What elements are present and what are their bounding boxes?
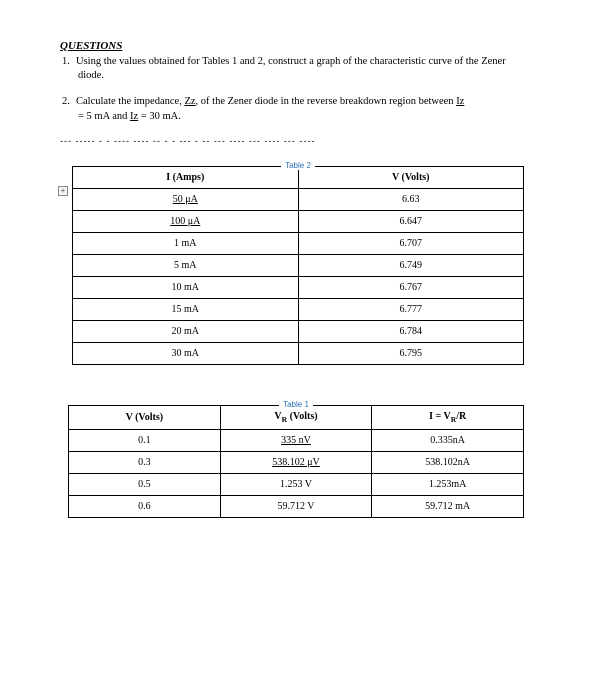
table-2-caption: Table 2	[281, 161, 315, 170]
table-cell: 335 nV	[220, 429, 372, 451]
table-row: 20 mA6.784	[73, 320, 524, 342]
table-cell: 59.712 mA	[372, 495, 524, 517]
table-cell: 6.647	[298, 210, 524, 232]
q2-number: 2.	[62, 95, 76, 109]
table-cell: 6.767	[298, 276, 524, 298]
table-cell: 59.712 V	[220, 495, 372, 517]
table-cell: 0.335nA	[372, 429, 524, 451]
question-2: 2.Calculate the impedance, Zz, of the Ze…	[78, 95, 529, 123]
table-cell: 0.3	[69, 451, 221, 473]
expand-icon[interactable]: +	[58, 186, 68, 196]
table-cell: 6.63	[298, 188, 524, 210]
table-cell: 6.795	[298, 342, 524, 364]
table-cell: 6.707	[298, 232, 524, 254]
table-row: 0.659.712 V59.712 mA	[69, 495, 524, 517]
questions-heading: QUESTIONS	[60, 40, 529, 52]
table-cell: 100 μA	[73, 210, 299, 232]
question-1: 1.Using the values obtained for Tables 1…	[78, 55, 529, 83]
table-cell: 538.102nA	[372, 451, 524, 473]
table-cell: 0.5	[69, 473, 221, 495]
q1-number: 1.	[62, 55, 76, 69]
table-cell: 6.784	[298, 320, 524, 342]
q2-iz: Iz	[456, 96, 464, 107]
table-row: 10 mA6.767	[73, 276, 524, 298]
table-cell: 1.253mA	[372, 473, 524, 495]
dashed-separator: --- ----- - - ---- ---- -- - - --- - -- …	[60, 136, 529, 146]
q2-zz: Zz	[184, 96, 195, 107]
table-row: 0.3538.102 μV538.102nA	[69, 451, 524, 473]
table-cell: 15 mA	[73, 298, 299, 320]
table-cell: 538.102 μV	[220, 451, 372, 473]
table-cell: 5 mA	[73, 254, 299, 276]
table-row: 1 mA6.707	[73, 232, 524, 254]
q2-text-mid: , of the Zener diode in the reverse brea…	[196, 96, 457, 107]
q2-line2a: = 5 mA and	[78, 111, 130, 122]
table-1-caption: Table 1	[279, 400, 313, 409]
table-cell: 10 mA	[73, 276, 299, 298]
table-cell: 6.749	[298, 254, 524, 276]
table-row: 0.51.253 V1.253mA	[69, 473, 524, 495]
table-row: 5 mA6.749	[73, 254, 524, 276]
table-cell: 50 μA	[73, 188, 299, 210]
table-1: V (Volts) VR (Volts) I = VR/R 0.1335 nV0…	[68, 405, 524, 518]
table-cell: 30 mA	[73, 342, 299, 364]
table-row: 15 mA6.777	[73, 298, 524, 320]
table-row: 30 mA6.795	[73, 342, 524, 364]
table-cell: 20 mA	[73, 320, 299, 342]
table-cell: 1.253 V	[220, 473, 372, 495]
table-1-container: Table 1 V (Volts) VR (Volts) I = VR/R 0.…	[60, 393, 529, 518]
table-cell: 0.6	[69, 495, 221, 517]
table-2: I (Amps) V (Volts) 50 μA6.63100 μA6.6471…	[72, 166, 524, 365]
question-list: 1.Using the values obtained for Tables 1…	[60, 55, 529, 124]
q2-text-prefix: Calculate the impedance,	[76, 96, 184, 107]
table-cell: 0.1	[69, 429, 221, 451]
table-row: 50 μA6.63	[73, 188, 524, 210]
table-2-container: Table 2 I (Amps) V (Volts) 50 μA6.63100 …	[60, 154, 529, 365]
q1-text: Using the values obtained for Tables 1 a…	[76, 56, 506, 81]
q2-line2b: = 30 mA.	[138, 111, 181, 122]
table-cell: 1 mA	[73, 232, 299, 254]
table-row: 100 μA6.647	[73, 210, 524, 232]
table-cell: 6.777	[298, 298, 524, 320]
q2-iz2: Iz	[130, 111, 138, 122]
table-row: 0.1335 nV0.335nA	[69, 429, 524, 451]
